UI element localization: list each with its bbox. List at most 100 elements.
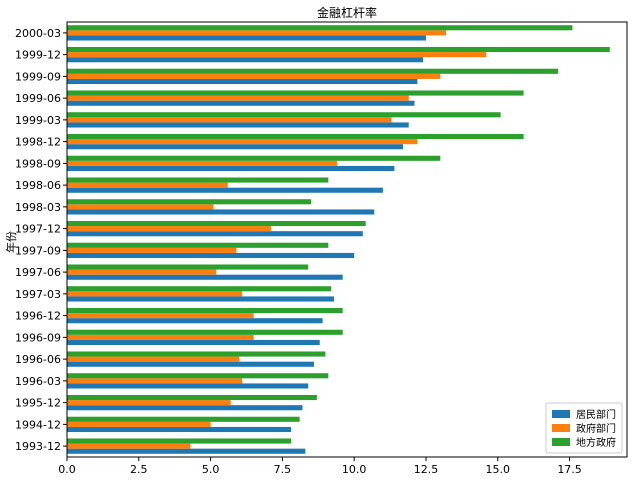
legend-swatch-1 — [552, 424, 570, 432]
bar-1997-06-2 — [67, 264, 309, 270]
bar-1998-03-0 — [67, 209, 375, 215]
bar-1997-12-2 — [67, 220, 366, 227]
x-tick-label: 7.5 — [274, 463, 292, 476]
plot-frame — [66, 21, 628, 458]
y-axis-label: 年份 — [4, 231, 18, 253]
bar-2000-03-1 — [67, 30, 447, 36]
bar-1994-12-2 — [67, 416, 300, 422]
bar-1996-06-1 — [67, 356, 240, 362]
bar-1999-03-2 — [67, 112, 501, 118]
bars-group — [67, 25, 610, 454]
y-tick-label: 1999-09 — [15, 70, 61, 83]
bar-1997-09-0 — [67, 252, 355, 259]
bar-1998-03-2 — [67, 199, 312, 205]
y-tick-label: 1998-09 — [15, 157, 61, 170]
bar-1999-03-0 — [67, 122, 409, 128]
bar-1998-03-1 — [67, 204, 214, 210]
bar-1999-06-1 — [67, 95, 409, 101]
bar-1994-12-0 — [67, 426, 291, 433]
y-tick-label: 1999-12 — [15, 49, 61, 62]
y-tick-label: 1998-03 — [15, 201, 61, 214]
chart-title: 金融杠杆率 — [317, 5, 377, 20]
y-tick-label: 1996-06 — [15, 353, 61, 366]
bar-1996-06-0 — [67, 361, 314, 367]
bar-1999-06-0 — [67, 100, 415, 106]
bar-1997-12-1 — [67, 226, 271, 232]
bar-1997-03-0 — [67, 296, 335, 302]
bar-1996-12-2 — [67, 307, 343, 314]
y-tick-label: 1995-12 — [15, 397, 61, 410]
bar-1996-12-1 — [67, 313, 254, 319]
y-tick-label: 2000-03 — [15, 27, 61, 40]
bar-1998-09-0 — [67, 165, 395, 172]
legend-swatch-2 — [552, 438, 570, 446]
y-tick-label: 1998-06 — [15, 179, 61, 192]
bar-1999-12-1 — [67, 52, 487, 58]
x-tick-label: 0.0 — [58, 463, 76, 476]
x-tick-label: 2.5 — [130, 463, 148, 476]
bar-1996-03-0 — [67, 383, 309, 389]
x-tick-label: 15.0 — [486, 463, 511, 476]
x-tick-label: 17.5 — [557, 463, 582, 476]
bar-1996-12-0 — [67, 318, 323, 324]
bar-1999-09-1 — [67, 73, 441, 79]
bar-1993-12-1 — [67, 443, 191, 449]
bar-1996-03-1 — [67, 378, 243, 384]
y-tick-label: 1998-12 — [15, 136, 61, 149]
bar-1997-06-0 — [67, 274, 343, 280]
bar-1997-03-2 — [67, 286, 332, 292]
x-tick-label: 12.5 — [414, 463, 439, 476]
bar-1996-09-0 — [67, 339, 320, 346]
bar-1998-09-1 — [67, 160, 337, 166]
bar-1996-09-1 — [67, 334, 254, 340]
x-ticks-group: 0.0 2.5 5.0 7.5 10.0 12.5 15.0 17.5 — [58, 457, 582, 476]
bar-1996-09-2 — [67, 329, 343, 335]
bar-1997-09-2 — [67, 242, 329, 248]
bar-1995-12-2 — [67, 394, 317, 401]
legend-label-1: 政府部门 — [576, 422, 616, 435]
bar-1999-09-2 — [67, 68, 559, 74]
bar-1998-06-2 — [67, 177, 329, 183]
bar-2000-03-2 — [67, 25, 573, 31]
bar-1995-12-1 — [67, 400, 231, 406]
bar-1993-12-2 — [67, 438, 291, 444]
bar-1999-12-0 — [67, 57, 424, 63]
bar-1999-03-1 — [67, 117, 392, 123]
y-tick-label: 1996-12 — [15, 310, 61, 323]
y-tick-label: 1996-09 — [15, 331, 61, 344]
y-tick-label: 1999-03 — [15, 114, 61, 127]
y-tick-label: 1994-12 — [15, 418, 61, 431]
y-tick-label: 1997-12 — [15, 223, 61, 236]
bar-1997-12-0 — [67, 231, 363, 237]
bar-1999-09-0 — [67, 78, 418, 85]
legend-label-0: 居民部门 — [576, 408, 616, 421]
bar-1997-09-1 — [67, 247, 237, 253]
bar-1993-12-0 — [67, 448, 306, 454]
x-tick-label: 5.0 — [202, 463, 220, 476]
bar-1998-06-1 — [67, 182, 228, 188]
bar-1999-06-2 — [67, 90, 524, 96]
y-tick-label: 1997-03 — [15, 288, 61, 301]
bar-1995-12-0 — [67, 405, 303, 411]
y-ticks-group: 1993-12 1994-12 1995-12 1996-03 1996-06 1996-… — [15, 27, 67, 453]
bar-1996-06-2 — [67, 351, 326, 357]
bar-1998-12-0 — [67, 144, 403, 150]
legend-label-2: 地方政府 — [576, 436, 616, 449]
y-tick-label: 1996-03 — [15, 375, 61, 388]
legend-swatch-0 — [552, 410, 570, 418]
bar-1998-12-2 — [67, 133, 524, 140]
bar-1998-06-0 — [67, 187, 383, 193]
bar-1999-12-2 — [67, 46, 610, 53]
y-tick-label: 1993-12 — [15, 440, 61, 453]
bar-1996-03-2 — [67, 373, 329, 379]
y-tick-label: 1997-09 — [15, 244, 61, 257]
bar-2000-03-0 — [67, 35, 426, 41]
bar-1997-06-1 — [67, 269, 217, 275]
bar-1998-12-1 — [67, 139, 418, 145]
bar-1997-03-1 — [67, 291, 243, 297]
y-tick-label: 1997-06 — [15, 266, 61, 279]
y-tick-label: 1999-06 — [15, 92, 61, 105]
x-tick-label: 10.0 — [342, 463, 367, 476]
